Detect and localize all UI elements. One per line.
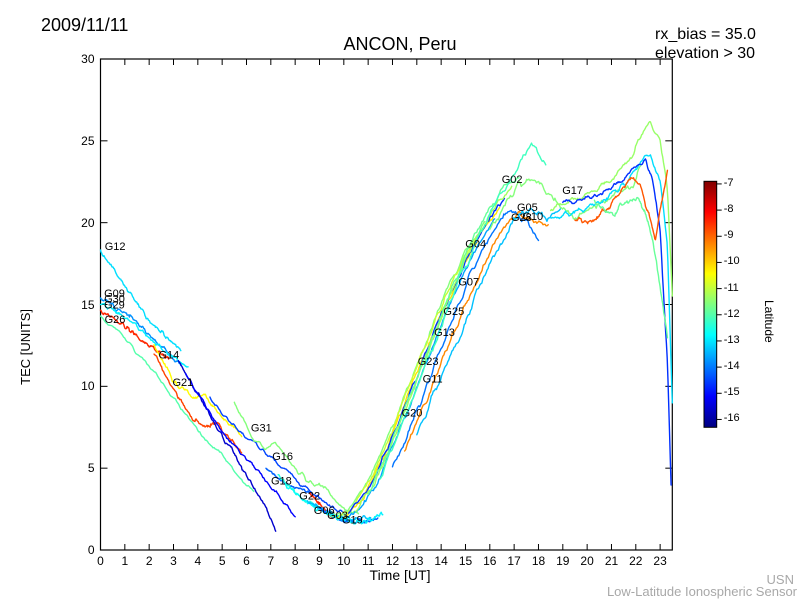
svg-text:G10: G10 [522, 211, 543, 223]
svg-text:G31: G31 [251, 422, 272, 434]
svg-text:G18: G18 [271, 476, 292, 488]
svg-text:G02: G02 [502, 174, 523, 186]
svg-text:G17: G17 [562, 185, 583, 197]
svg-text:G22: G22 [299, 490, 320, 502]
svg-text:G29: G29 [104, 300, 125, 312]
svg-text:G20: G20 [402, 408, 423, 420]
svg-text:G11: G11 [423, 373, 443, 385]
svg-text:G14: G14 [159, 349, 180, 361]
svg-text:G25: G25 [443, 306, 464, 318]
svg-text:G16: G16 [272, 451, 293, 463]
svg-text:G21: G21 [173, 377, 194, 389]
svg-text:G19: G19 [342, 515, 363, 527]
svg-text:G26: G26 [105, 314, 126, 326]
svg-text:G12: G12 [105, 241, 126, 253]
svg-text:G07: G07 [458, 276, 479, 288]
svg-text:G04: G04 [465, 238, 486, 250]
svg-text:G13: G13 [434, 327, 455, 339]
svg-text:G23: G23 [418, 356, 439, 368]
